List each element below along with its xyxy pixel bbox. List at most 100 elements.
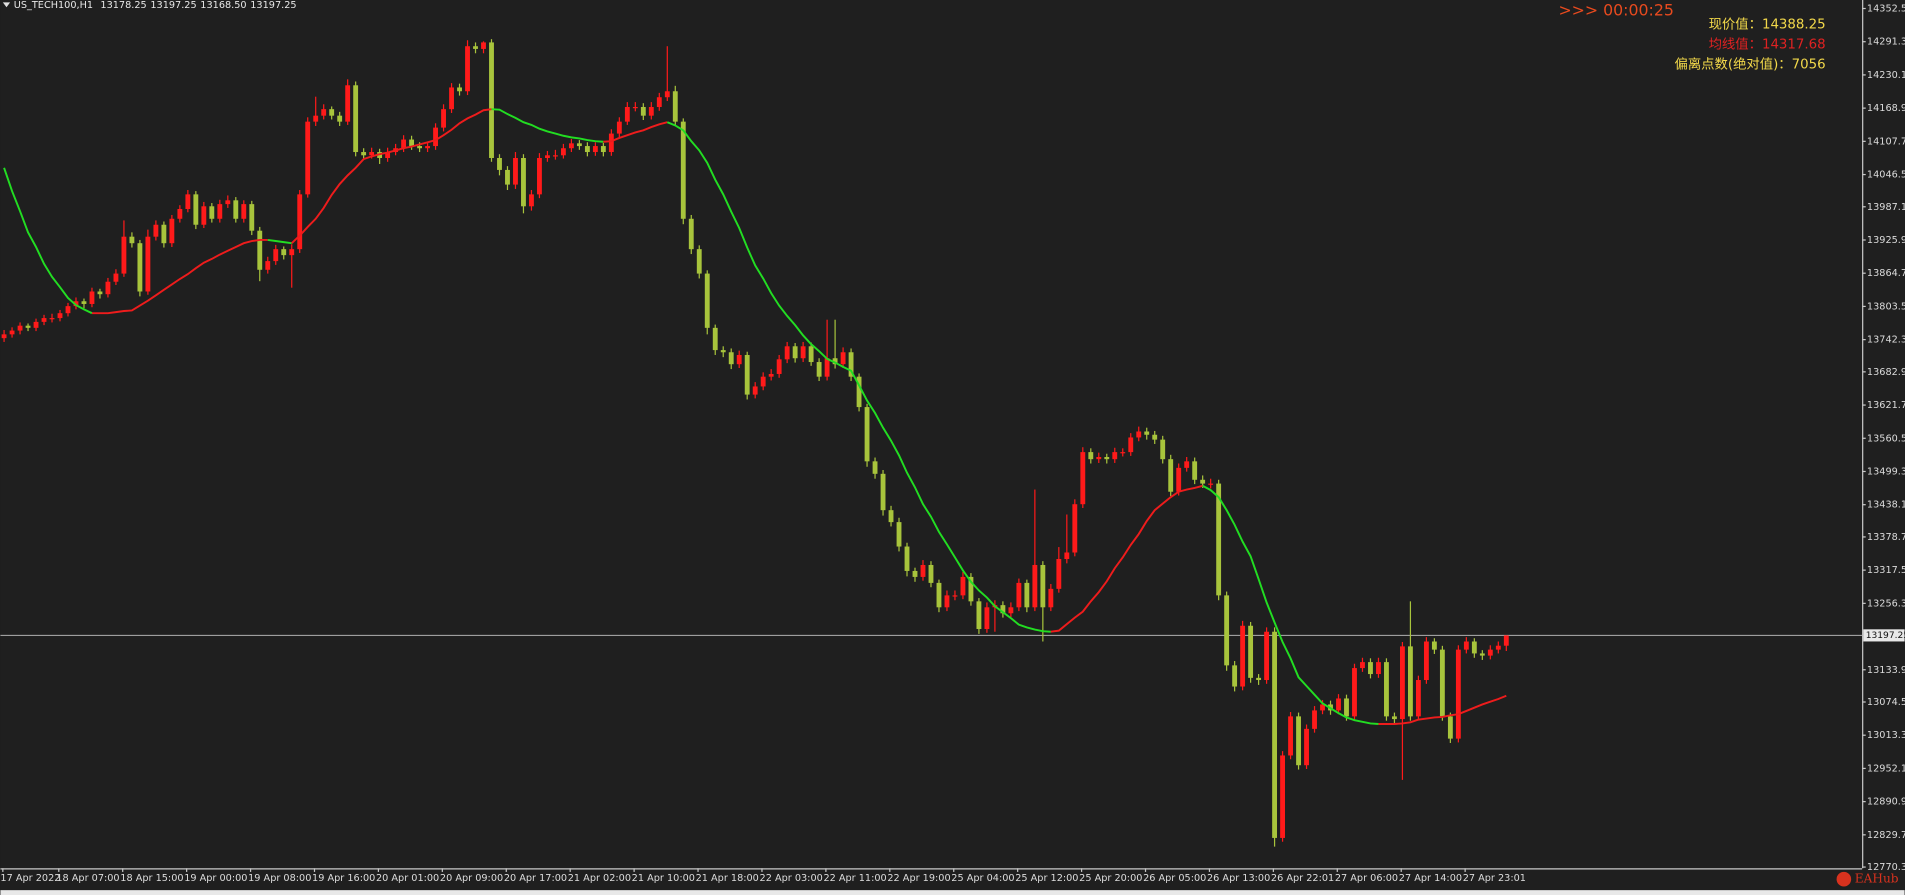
candle-body (97, 291, 103, 295)
y-tick-label: 13621.70 (1867, 400, 1905, 411)
candle-body (952, 595, 958, 597)
y-tick-label: 14352.50 (1867, 4, 1905, 15)
candle-body (976, 601, 982, 630)
candle-body (369, 152, 375, 156)
candle-body (177, 209, 183, 219)
y-tick-label: 13560.50 (1867, 433, 1905, 444)
candle-body (864, 407, 870, 462)
logo-icon (1836, 871, 1852, 887)
candle-body (489, 42, 494, 158)
candle-body (984, 607, 990, 630)
candle-body (529, 194, 534, 207)
candle-body (545, 155, 550, 158)
candle-body (1016, 582, 1022, 608)
candle-body (768, 373, 774, 377)
candle-body (1463, 641, 1469, 650)
candle-body (968, 576, 974, 602)
info-row: 偏离点数(绝对值)：7056 (1675, 55, 1826, 72)
candle-body (73, 301, 79, 307)
candle-body (736, 354, 742, 365)
candle-body (1192, 461, 1198, 480)
candle-body (792, 346, 798, 359)
candle-body (760, 376, 766, 387)
candle-body (1471, 641, 1477, 654)
info-row: 现价值：14388.25 (1709, 16, 1826, 32)
candle-body (552, 155, 558, 157)
price-label: 13197.25 (1866, 631, 1905, 641)
candle-body (1088, 452, 1094, 460)
candle-body (960, 576, 966, 596)
candle-body (497, 157, 502, 170)
y-tick-label: 12890.90 (1867, 797, 1905, 808)
candle-body (137, 243, 143, 292)
candle-body (1024, 582, 1030, 608)
candle-body (433, 127, 438, 147)
candle-body (9, 330, 15, 335)
candle-body (265, 261, 271, 270)
candle-body (1376, 662, 1381, 675)
candle-body (688, 218, 694, 250)
candle-body (1272, 631, 1278, 838)
candle-body (656, 97, 662, 107)
candle-body (1360, 662, 1365, 669)
candle-body (1096, 456, 1102, 460)
candle-body (672, 91, 678, 122)
candle-body (337, 115, 343, 122)
candle-body (560, 148, 566, 156)
candle-body (616, 121, 622, 134)
y-tick-label: 12770.30 (1867, 862, 1905, 873)
candle-body (1392, 716, 1397, 720)
candle-body (113, 273, 119, 282)
candle-body (225, 200, 231, 205)
candle-body (1176, 467, 1182, 492)
candle-body (1056, 559, 1062, 589)
candle-body (680, 121, 686, 219)
moving-average (291, 108, 492, 244)
candle-body (904, 546, 910, 571)
candle-body (1256, 677, 1262, 681)
candle-body (816, 362, 822, 377)
candle-body (1144, 431, 1150, 435)
candle-body (1120, 452, 1126, 454)
moving-average (91, 238, 268, 315)
candle-body (105, 281, 111, 295)
candle-body (632, 106, 638, 109)
x-tick-label: 26 Apr 05:00 (1143, 873, 1206, 884)
x-tick-label: 25 Apr 04:00 (951, 873, 1014, 884)
candle-body (848, 352, 854, 377)
candle-body (425, 146, 430, 149)
moving-average (491, 108, 604, 143)
candle-body (1296, 716, 1301, 766)
candle-body (1080, 452, 1086, 505)
info-row: 均线值：14317.68 (1709, 36, 1826, 52)
x-tick-label: 27 Apr 14:00 (1399, 873, 1462, 884)
candle-body (752, 386, 758, 395)
candle-body (824, 358, 830, 377)
header-ohlc: 13178.25 (100, 0, 146, 11)
candle-body (41, 318, 47, 322)
info-label: 偏离点数(绝对值)： (1675, 55, 1792, 72)
candle-body (121, 236, 127, 274)
moving-average (1050, 484, 1203, 633)
candle-body (1232, 665, 1238, 687)
candle-body (289, 249, 295, 256)
x-tick-label: 22 Apr 19:00 (887, 873, 950, 884)
watermark: EAHub (1855, 872, 1899, 886)
candle-body (1487, 649, 1493, 656)
candles (1, 39, 1509, 847)
candle-body (1184, 461, 1190, 468)
collapse-arrow (2, 2, 11, 8)
candle-body (353, 85, 359, 153)
candle-body (169, 218, 175, 244)
candle-body (1160, 439, 1166, 460)
candle-body (1104, 456, 1110, 460)
candle-body (1, 334, 7, 339)
x-tick-label: 20 Apr 17:00 (504, 873, 567, 884)
candle-body (281, 249, 287, 256)
info-value: 14388.25 (1762, 17, 1826, 32)
x-tick-label: 19 Apr 08:00 (248, 873, 311, 884)
candle-body (912, 570, 918, 577)
x-tick-label: 27 Apr 06:00 (1335, 873, 1398, 884)
